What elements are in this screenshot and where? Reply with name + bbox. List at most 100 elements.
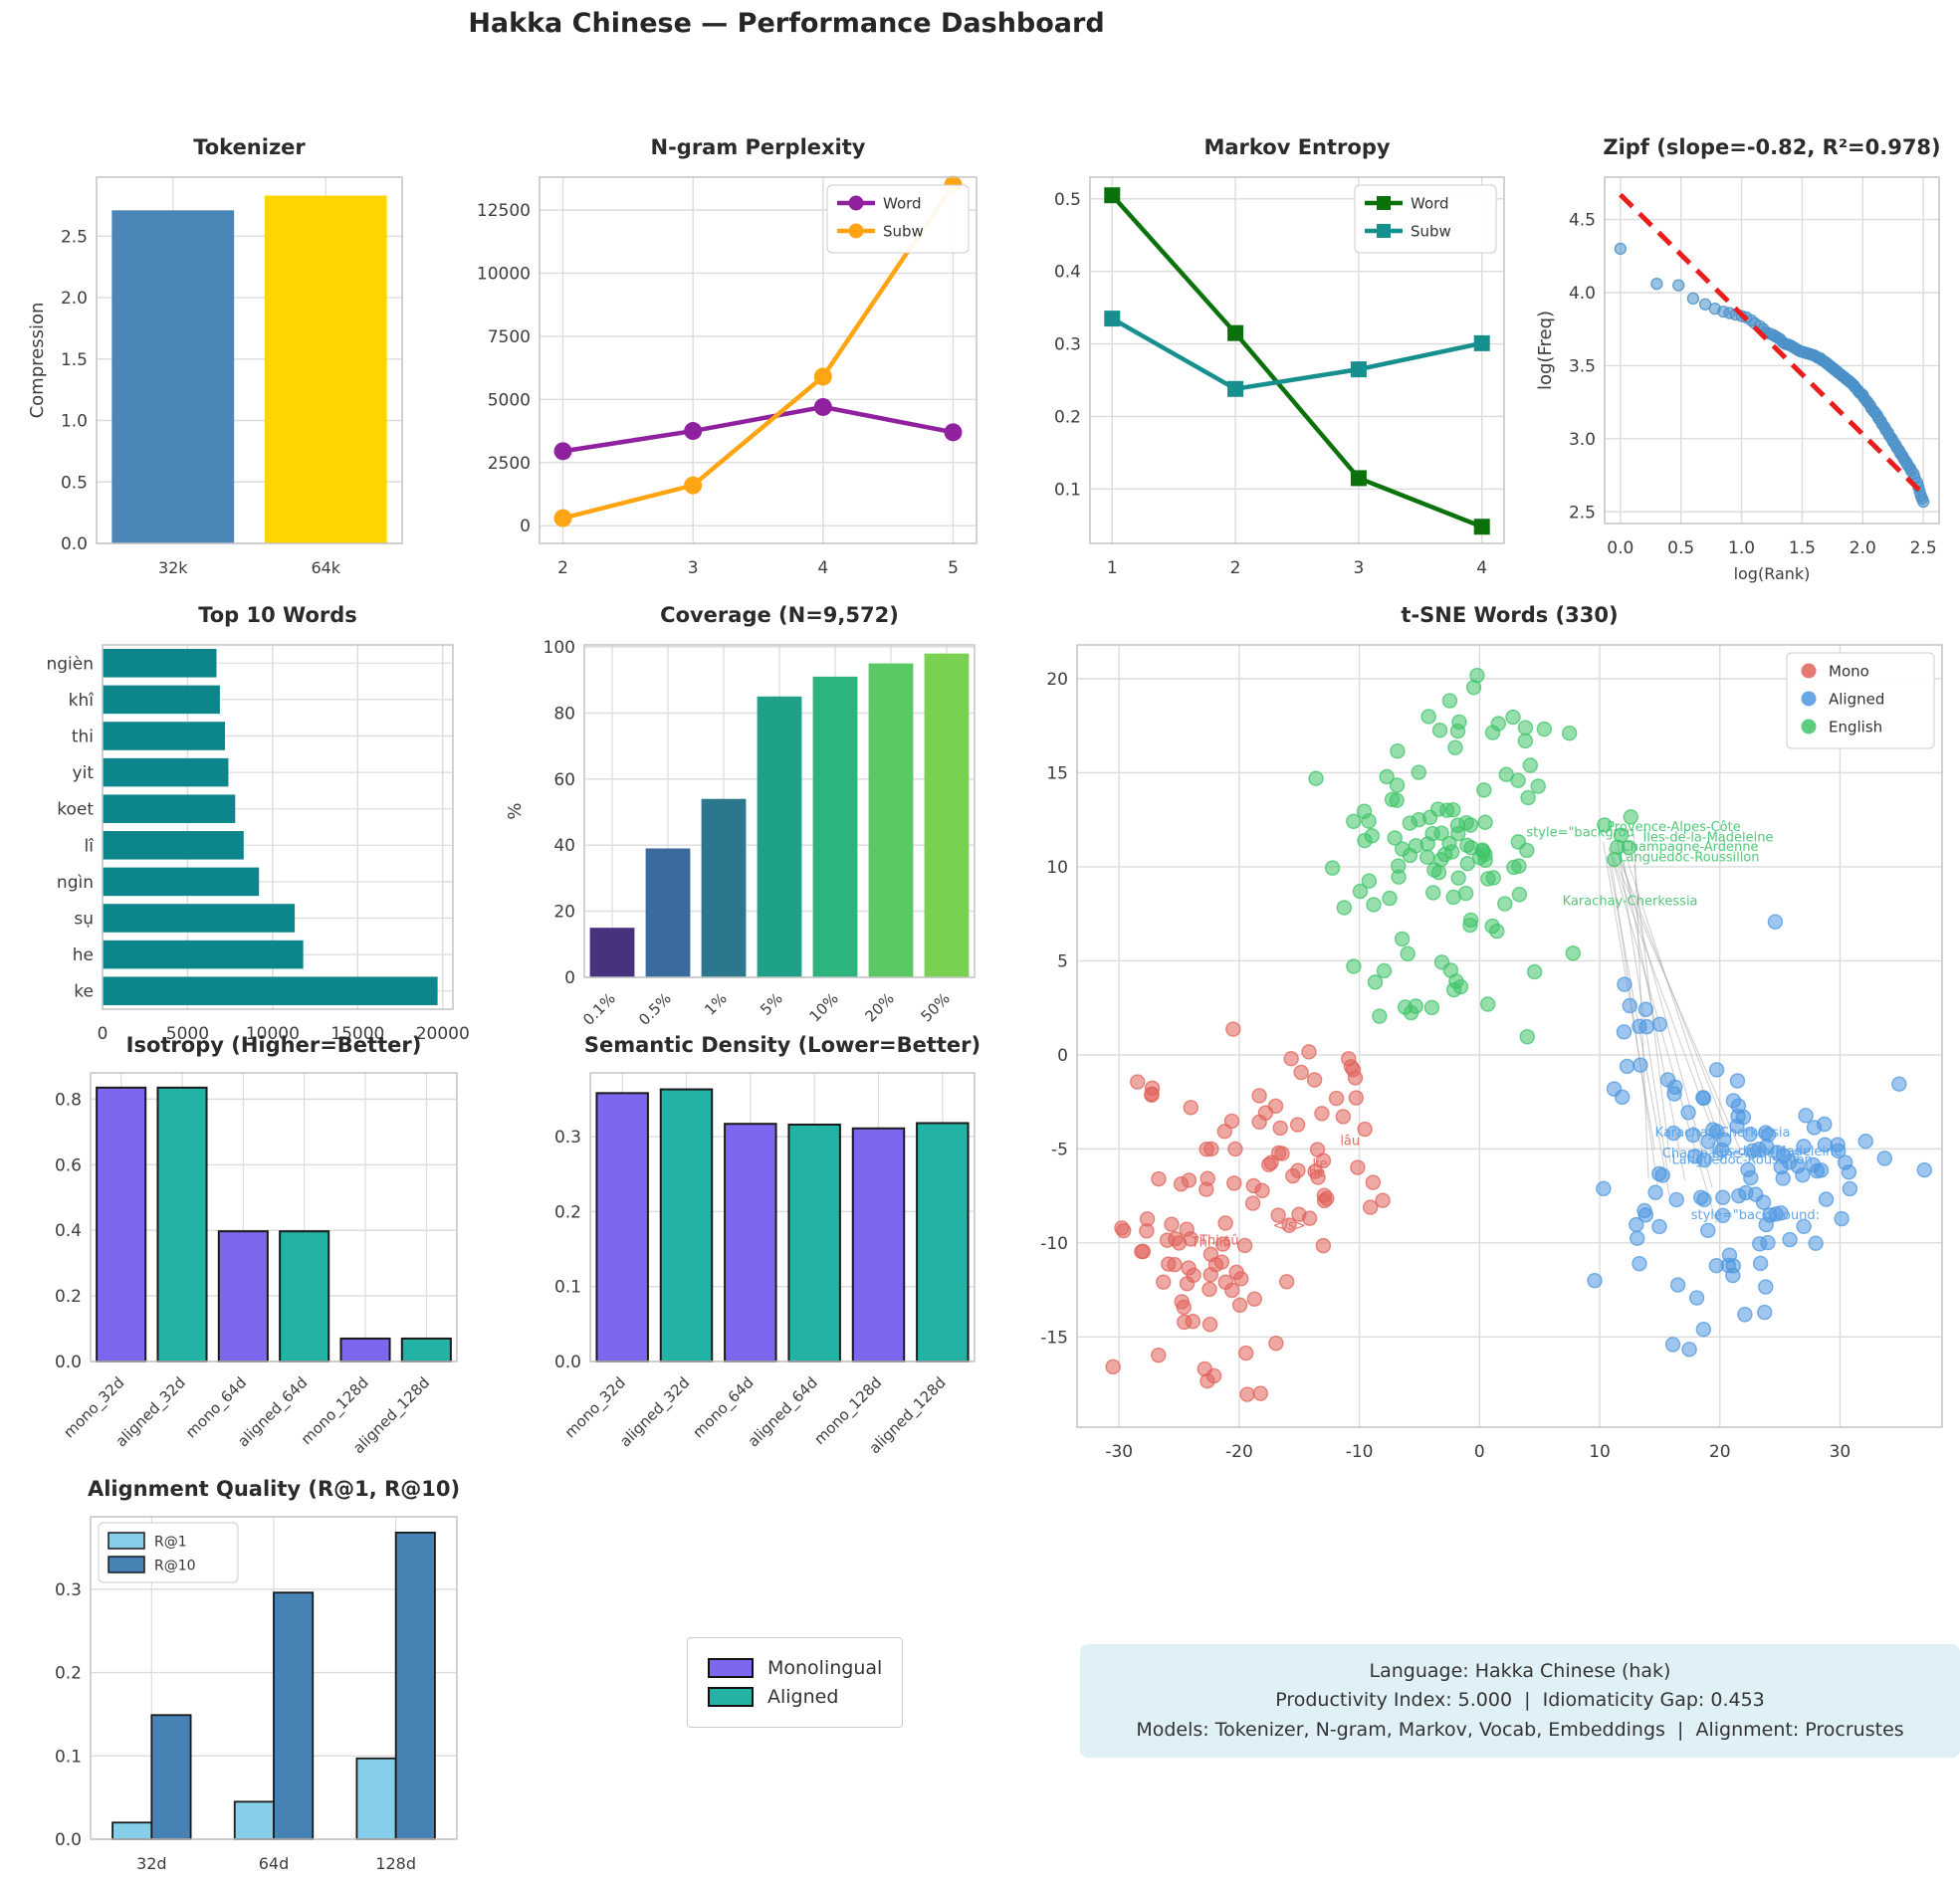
svg-text:30: 30 [1830, 1442, 1851, 1462]
svg-text:1.0: 1.0 [61, 412, 88, 432]
svg-text:0.0: 0.0 [55, 1830, 82, 1850]
svg-text:Champagne-Ardenne: Champagne-Ardenne [1662, 1147, 1800, 1161]
alignment-quality-title: Alignment Quality (R@1, R@10) [87, 1477, 461, 1501]
svg-text:20000: 20000 [416, 1024, 470, 1044]
svg-text:ke: ke [74, 982, 94, 1002]
svg-text:5: 5 [1057, 951, 1068, 971]
svg-text:Karachay-Cherkessia: Karachay-Cherkessia [1563, 895, 1698, 910]
svg-text:lâu: lâu [1340, 1135, 1360, 1150]
panel-coverage: Coverage (N=9,572) 0 20 40 60 80 100 0.1% 0.5% 1… [503, 597, 990, 1061]
svg-text:0.4: 0.4 [55, 1221, 82, 1241]
svg-text:0.3: 0.3 [55, 1580, 82, 1600]
svg-text:0.1: 0.1 [554, 1278, 581, 1298]
svg-text:0.8: 0.8 [55, 1090, 82, 1110]
svg-text:%: % [505, 802, 526, 819]
svg-text:1%: 1% [701, 989, 731, 1019]
panel-ngram-perplexity: N-gram Perplexity 0 2500 5000 7500 10000 1250… [438, 129, 990, 593]
svg-text:0.0: 0.0 [61, 534, 88, 554]
svg-text:khî: khî [69, 691, 96, 711]
alignment-quality-chart: 0.0 0.1 0.2 0.3 32d 64d 128d R@1 R@10 [55, 1516, 458, 1873]
svg-text:Aligned: Aligned [1829, 691, 1884, 709]
svg-text:0.5: 0.5 [61, 473, 88, 493]
svg-text:4.0: 4.0 [1569, 284, 1596, 304]
svg-text:0.3: 0.3 [1054, 335, 1081, 355]
svg-text:100: 100 [544, 638, 575, 658]
svg-text:2: 2 [557, 558, 568, 578]
svg-text:-5: -5 [1051, 1140, 1068, 1159]
svg-text:2: 2 [1230, 558, 1241, 578]
svg-text:20: 20 [553, 903, 575, 923]
svg-text:0.2: 0.2 [55, 1664, 82, 1684]
svg-text:1: 1 [1107, 558, 1118, 578]
svg-text:English: English [1829, 719, 1882, 736]
svg-text:he: he [73, 945, 94, 965]
svg-text:10: 10 [1589, 1442, 1611, 1462]
svg-text:Compression: Compression [27, 303, 48, 419]
svg-text:0.1: 0.1 [1054, 480, 1081, 500]
svg-text:64k: 64k [311, 558, 340, 577]
tsne-chart: -15 -10 -5 0 5 10 15 20 -30 -20 -10 0 10 20 30 style="b… [1040, 644, 1943, 1462]
svg-text:5000: 5000 [166, 1024, 209, 1044]
svg-text:15000: 15000 [330, 1024, 384, 1044]
svg-text:ke: ke [1313, 1156, 1328, 1171]
panel-tsne: t-SNE Words (330) -15 -10 -5 0 5 10 15 20 -30 -20… [1015, 597, 1956, 1479]
semantic-density-chart: 0.00.10.20.3mono_32daligned_32dmono_64da… [554, 1072, 976, 1458]
svg-text:4: 4 [1476, 558, 1487, 578]
svg-text:sụ: sụ [74, 910, 94, 930]
legend-row-aligned: Aligned [708, 1686, 882, 1708]
panel-semantic-density: Semantic Density (Lower=Better) 0.0 0.1 0.… [503, 1027, 990, 1461]
svg-text:20: 20 [1046, 670, 1068, 690]
svg-text:0: 0 [98, 1024, 109, 1044]
svg-text:0.5%: 0.5% [635, 989, 675, 1029]
svg-text:3.5: 3.5 [1569, 356, 1596, 376]
svg-text:lî: lî [85, 836, 96, 856]
svg-text:log(Freq): log(Freq) [1535, 311, 1556, 390]
svg-text:style="backgrou: style="backgrou [1526, 826, 1633, 841]
ngram-perplexity-chart: 0 2500 5000 7500 10000 12500 2 3 4 5 Word Subw [477, 175, 978, 578]
semantic-density-title: Semantic Density (Lower=Better) [583, 1033, 981, 1057]
panel-top-words: Top 10 Words 0 5000 10000 15000 20000 ke he sụ n… [25, 597, 473, 1061]
svg-text:0.3: 0.3 [554, 1128, 581, 1148]
svg-text:32d: 32d [136, 1854, 167, 1873]
svg-text:-20: -20 [1225, 1442, 1253, 1462]
svg-text:10000: 10000 [246, 1024, 300, 1044]
tsne-title: t-SNE Words (330) [1401, 603, 1619, 627]
svg-text:10000: 10000 [477, 264, 531, 284]
svg-text:3: 3 [1353, 558, 1364, 578]
coverage-chart: 0 20 40 60 80 100 0.1% 0.5% 1% 5% 10% 20% 50%% [505, 638, 976, 1029]
svg-text:10: 10 [1046, 858, 1068, 878]
svg-text:0.2: 0.2 [1054, 407, 1081, 427]
panel-alignment-quality: Alignment Quality (R@1, R@10) 0.0 0.1 0.2 0… [25, 1471, 473, 1885]
svg-text:4: 4 [817, 558, 828, 578]
svg-text:5: 5 [948, 558, 959, 578]
svg-text:log(Rank): log(Rank) [1734, 564, 1811, 583]
svg-text:yit: yit [73, 763, 95, 783]
svg-text:0.1: 0.1 [55, 1747, 82, 1767]
svg-text:4.5: 4.5 [1569, 211, 1596, 231]
svg-text:10%: 10% [806, 989, 842, 1025]
svg-text:60: 60 [553, 770, 575, 790]
svg-text:2.0: 2.0 [61, 289, 88, 309]
svg-text:Mono: Mono [1829, 663, 1869, 681]
svg-text:Languedoc-Roussillon: Languedoc-Roussillon [1671, 1152, 1812, 1167]
top-words-chart: 0 5000 10000 15000 20000 ke he sụ ngìn lî koet yit t… [46, 644, 470, 1044]
svg-text:0: 0 [564, 968, 575, 988]
monolingual-label: Monolingual [767, 1657, 883, 1679]
svg-text:0: 0 [1057, 1046, 1068, 1066]
info-language: Language: Hakka Chinese (hak) [1369, 1660, 1671, 1682]
svg-text:</s>: </s> [1273, 1219, 1306, 1234]
panel-markov-entropy: Markov Entropy 0.1 0.2 0.3 0.4 0.5 1 2 3 4 Word Su… [1020, 129, 1518, 593]
svg-text:Subw: Subw [1411, 223, 1451, 241]
svg-text:1.0: 1.0 [1728, 538, 1755, 558]
svg-text:ngìn: ngìn [57, 873, 94, 893]
tokenizer-title: Tokenizer [193, 135, 306, 159]
svg-text:15: 15 [1046, 763, 1068, 783]
info-models: Models: Tokenizer, N-gram, Markov, Vocab… [1136, 1718, 1904, 1741]
svg-text:7500: 7500 [488, 327, 531, 347]
svg-text:0: 0 [520, 517, 531, 536]
aligned-label: Aligned [767, 1686, 839, 1708]
aligned-swatch [708, 1687, 754, 1707]
info-productivity: Productivity Index: 5.000 | Idiomaticity… [1275, 1689, 1765, 1712]
svg-text:Thi-sû: Thi-sû [1198, 1234, 1239, 1249]
svg-text:style="background:: style="background: [1691, 1208, 1820, 1223]
